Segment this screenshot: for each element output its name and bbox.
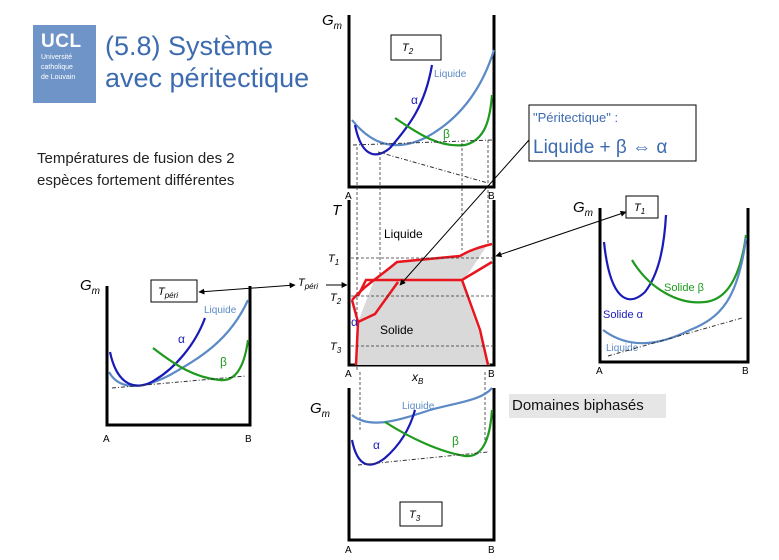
phase-t2-label: T2: [330, 292, 342, 306]
t3-frame: [347, 388, 496, 542]
t3-liquid-curve: [351, 387, 493, 424]
title-line-1: (5.8) Système: [105, 31, 274, 61]
t2-axis-a: A: [345, 191, 352, 202]
ucl-logo: UCL Université catholique de Louvain: [33, 25, 96, 103]
t1-frame: [598, 208, 750, 364]
two-phase-area: [355, 244, 490, 365]
callout-box: [528, 104, 697, 162]
t1-solide-beta-label: Solide β: [664, 282, 704, 294]
t1-liquide-label: Liquide: [606, 343, 639, 354]
tperi-beta-curve: [152, 339, 250, 382]
phase-lines: [350, 242, 493, 366]
tperi-alpha-label: α: [178, 332, 185, 346]
t1-axis-a: A: [596, 366, 603, 377]
logo-sub-3: de Louvain: [41, 74, 76, 81]
phase-liquide-label: Liquide: [384, 227, 423, 241]
t3-liquide-label: Liquide: [402, 401, 435, 412]
phase-diagram: T Liquide Solide α T1 T2 T3 Tpéri A B xB: [298, 200, 496, 386]
slide-title: (5.8) Système avec péritectique: [105, 30, 309, 94]
t1-tangent: [607, 317, 743, 357]
t2-temp-box: [390, 34, 442, 61]
callout-line-2: Liquide + β ⇔ α: [533, 137, 667, 158]
phase-axis-a: A: [345, 369, 352, 380]
tperi-liquid-curve: [108, 299, 250, 387]
tperi-temp-label: Tpéri: [158, 286, 178, 300]
t2-liquid-curve: [351, 49, 496, 147]
tperi-temp-box: [150, 279, 198, 303]
t1-link-arrow: [495, 210, 627, 258]
gibbs-diagram-t3: Gm Liquide α β T3 A B: [310, 387, 496, 556]
t1-gm-label: Gm: [573, 199, 593, 219]
phase-xb-label: xB: [411, 370, 424, 386]
peritectic-callout: "Péritectique" : Liquide + β ⇔ α: [399, 104, 697, 286]
t2-gm-label: Gm: [322, 12, 342, 32]
gibbs-diagram-t1: Gm T1 Solide β Solide α Liquide A B: [495, 195, 750, 377]
t1-alpha-curve: [602, 214, 668, 301]
tperi-axis-b: B: [245, 434, 252, 445]
tperi-alpha-curve: [108, 317, 207, 387]
t3-temp-label: T3: [409, 509, 421, 523]
subtitle-line-1: Températures de fusion des 2: [37, 150, 235, 167]
t2-frame: [347, 15, 496, 189]
gibbs-diagram-tperi: Gm Tpéri Liquide α β A B: [80, 277, 296, 445]
t3-tangent: [357, 451, 489, 466]
t2-alpha-curve: [353, 64, 434, 156]
t3-temp-box: [399, 501, 443, 527]
t1-axis-b: B: [742, 366, 749, 377]
t2-liquide-label: Liquide: [434, 69, 467, 80]
tperi-link-arrow: [198, 282, 296, 295]
t1-temp-box: [625, 195, 659, 219]
t1-liquid-curve: [602, 237, 748, 345]
t1-solide-alpha-label: Solide α: [603, 309, 644, 321]
t3-beta-curve: [384, 409, 494, 458]
subtitle-line-2: espèces fortement différentes: [37, 172, 235, 189]
phase-t-label: T: [332, 202, 343, 219]
t2-beta-curve: [394, 94, 494, 147]
phase-axis-b: B: [488, 369, 495, 380]
phase-alpha-label: α: [351, 315, 358, 329]
slide-subtitle: Températures de fusion des 2 espèces for…: [37, 148, 337, 192]
tperi-gm-label: Gm: [80, 277, 100, 297]
logo-sub-1: Université: [41, 54, 73, 61]
t2-alpha-label: α: [411, 93, 418, 107]
tperi-liquide-label: Liquide: [204, 305, 237, 316]
callout-arrow: [399, 139, 530, 286]
t2-temp-label: T2: [402, 42, 414, 56]
domains-label: Domaines biphasés: [509, 394, 666, 418]
t2-beta-label: β: [443, 127, 450, 141]
t3-axis-a: A: [345, 545, 352, 556]
tperi-beta-label: β: [220, 355, 227, 369]
logo-text: UCL: [41, 31, 82, 52]
t1-beta-curve: [631, 234, 748, 304]
phase-solide-label: Solide: [380, 323, 414, 337]
t2-tangent-1: [352, 139, 493, 146]
gibbs-diagram-t2: Gm T2 Liquide α β A B: [322, 12, 496, 202]
tperi-frame: [105, 286, 252, 427]
callout-line-1: "Péritectique" :: [533, 110, 618, 125]
phase-t3-label: T3: [330, 341, 342, 355]
t2-axis-b: B: [488, 191, 495, 202]
t3-axis-b: B: [488, 545, 495, 556]
t2-tangent-2: [377, 151, 489, 184]
t3-gm-label: Gm: [310, 400, 330, 420]
phase-t1-label: T1: [328, 253, 339, 267]
t3-beta-label: β: [452, 434, 459, 448]
t1-temp-label: T1: [634, 202, 645, 216]
phase-tperi-label: Tpéri: [298, 277, 318, 291]
tperi-tangent: [111, 375, 247, 389]
logo-sub-2: catholique: [41, 64, 73, 71]
t3-alpha-curve: [350, 409, 417, 466]
title-line-2: avec péritectique: [105, 63, 310, 93]
t3-alpha-label: α: [373, 438, 380, 452]
tperi-axis-a: A: [103, 434, 110, 445]
